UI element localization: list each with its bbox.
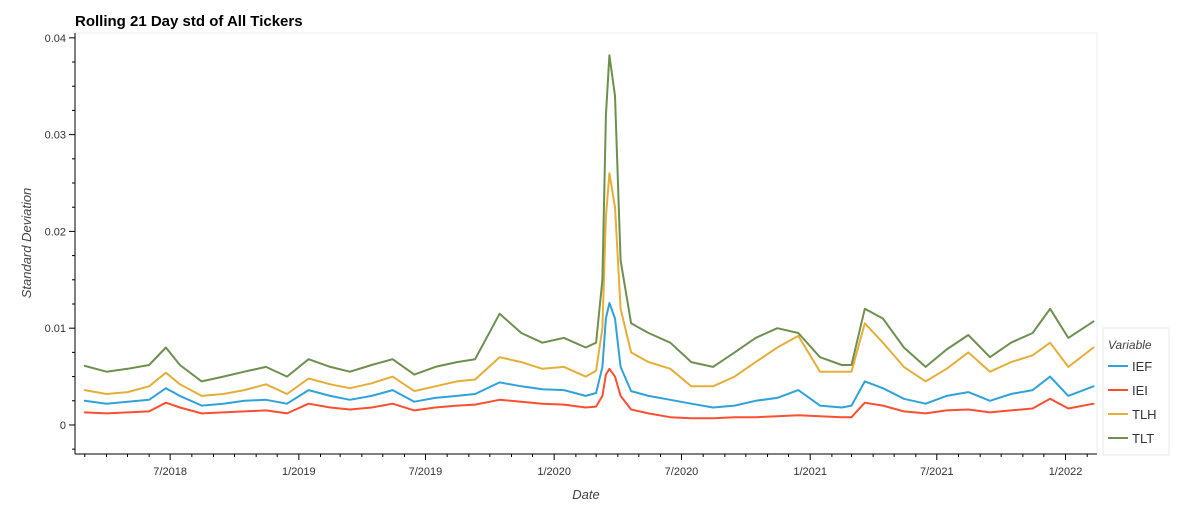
y-tick-label: 0.02 [45, 226, 66, 238]
legend-title: Variable [1108, 338, 1152, 352]
x-tick-label: 7/2020 [665, 466, 699, 478]
legend-label-iei: IEI [1132, 383, 1148, 398]
x-axis-title: Date [572, 487, 599, 502]
x-tick-label: 1/2020 [537, 466, 571, 478]
y-tick-label: 0.04 [45, 33, 66, 45]
y-axis-ticks: 0 0.01 0.02 0.03 0.04 [45, 33, 75, 450]
plot-area [74, 32, 1098, 455]
x-tick-label: 7/2021 [920, 466, 954, 478]
x-tick-label: 1/2021 [793, 466, 827, 478]
legend-label-tlh: TLH [1132, 407, 1157, 422]
legend-label-tlt: TLT [1132, 431, 1154, 446]
chart-title: Rolling 21 Day std of All Tickers [75, 13, 303, 30]
series-line-tlt [83, 54, 1095, 383]
y-axis-title: Standard Deviation [19, 188, 34, 299]
x-tick-label: 1/2019 [282, 466, 316, 478]
series-lines [83, 54, 1095, 420]
series-line-ief [83, 302, 1095, 409]
x-axis-ticks: 7/2018 1/2019 7/2019 1/2020 7/2020 1/2021 7/20… [84, 454, 1088, 478]
series-line-tlh [83, 172, 1095, 397]
legend-label-ief: IEF [1132, 359, 1152, 374]
series-line-iei [83, 367, 1095, 420]
y-tick-label: 0 [60, 420, 66, 432]
x-tick-label: 1/2022 [1049, 466, 1083, 478]
legend-box [1102, 327, 1170, 456]
legend-items: IEF IEI TLH TLT [1108, 359, 1157, 446]
legend: Variable IEF IEI TLH TLT [1102, 327, 1170, 456]
x-tick-label: 7/2019 [409, 466, 443, 478]
y-tick-label: 0.01 [45, 323, 66, 335]
y-tick-label: 0.03 [45, 130, 66, 142]
x-tick-label: 7/2018 [153, 466, 187, 478]
